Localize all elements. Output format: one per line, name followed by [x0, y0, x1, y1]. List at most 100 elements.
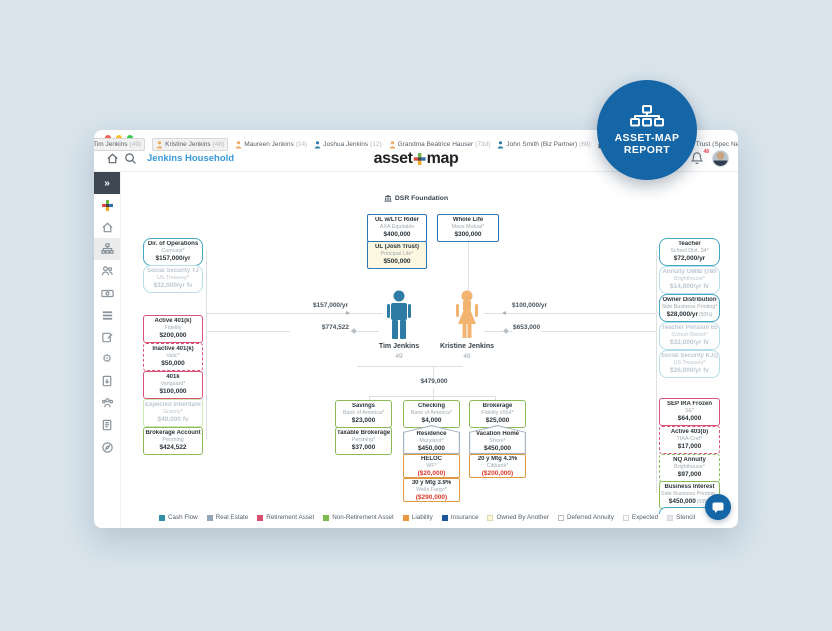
legend-label: Expected: [631, 514, 659, 521]
member-name: Grandma Beatrice Hauser: [397, 141, 474, 148]
member-tag-joshua[interactable]: Joshua Jenkins (12): [314, 140, 382, 149]
box-amount: $72,000/yr: [673, 254, 706, 262]
box-amount: $32,000/yr fv: [153, 281, 193, 289]
bell-icon[interactable]: 48: [690, 149, 709, 167]
insurance-box[interactable]: Whole Life Mass Mutual* $300,000: [437, 214, 499, 242]
retirement-asset-box-inactive[interactable]: Inactive 401(k) Valic* $50,000: [143, 343, 203, 371]
sidebar-add-button[interactable]: [94, 194, 120, 216]
member-tag-john-smith[interactable]: John Smith (Biz Partner) (69): [497, 140, 591, 149]
box-title: 30 y Mtg 3.9%: [411, 480, 452, 486]
legend-item: Liability: [402, 514, 433, 521]
sidebar-team-button[interactable]: [94, 392, 120, 414]
liability-box[interactable]: 30 y Mtg 3.9% Wells Fargo* ($290,000): [403, 478, 460, 502]
box-subtitle: AXA Equitable: [379, 224, 415, 230]
sidebar-export-button[interactable]: [94, 370, 120, 392]
legend-swatch: [323, 514, 330, 521]
cashflow-box-future[interactable]: Social Security TJ US Treasury* $32,000/yr…: [143, 265, 203, 293]
retirement-asset-box-active[interactable]: Active 403(b) TIAA-Cref* $17,000: [659, 426, 720, 454]
sidebar-settings-button[interactable]: ⚙: [94, 348, 120, 370]
sidebar-home-button[interactable]: [94, 216, 120, 238]
sidebar-expand-button[interactable]: »: [94, 172, 120, 194]
deferred-annuity-box[interactable]: NQ Annuity Brighthouse* $97,000: [659, 454, 720, 482]
member-tag-maureen[interactable]: Maureen Jenkins (14): [235, 140, 307, 149]
member-age: (69): [579, 141, 591, 148]
insurance-box-owned-by-another[interactable]: UL (Josh Trust) Principal Life* $500,000: [367, 241, 427, 269]
legend-item: Insurance: [441, 514, 479, 521]
person-figure-male[interactable]: [380, 290, 418, 340]
box-amount: $26,000/yr fv: [669, 366, 710, 374]
box-title: HELOC: [421, 456, 442, 462]
search-icon[interactable]: [121, 150, 139, 168]
box-title: Business Interest: [664, 484, 715, 490]
left-net-label: $774,522: [290, 324, 350, 332]
non-retirement-asset-box[interactable]: Brokerage Account Pershing $424,522: [143, 427, 203, 455]
legend-swatch: [257, 514, 264, 521]
household-title[interactable]: Jenkins Household: [147, 153, 235, 164]
compass-icon: [101, 441, 113, 453]
legend-label: Insurance: [450, 514, 479, 521]
box-subtitle: Vanguard*: [160, 381, 186, 387]
box-title: SEP IRA Frozen: [666, 401, 712, 407]
non-retirement-asset-box[interactable]: Checking Bank of America* $4,000: [403, 400, 460, 428]
sidebar-assetmap-button[interactable]: [94, 238, 120, 260]
avatar[interactable]: [712, 150, 729, 167]
entity-dsr-foundation[interactable]: DSR Foundation: [94, 194, 738, 202]
cashflow-box[interactable]: Dir. of Operations Comcast* $157,000/yr: [143, 238, 203, 266]
box-title: Teacher Pension 65: [661, 325, 718, 331]
group-icon: [101, 397, 113, 407]
cashflow-box-future[interactable]: Annuity GMIB @80 Brighthouse* $14,000/yr f…: [659, 266, 720, 294]
cashflow-box[interactable]: Owner Distribution Side Business Printing…: [659, 294, 720, 322]
legend-swatch: [622, 514, 629, 521]
retirement-asset-box[interactable]: 401k Vanguard* $100,000: [143, 371, 203, 399]
expected-asset-box[interactable]: Expected Inheritance Granny* $40,000 fv: [143, 399, 203, 427]
sidebar-cashflow-button[interactable]: [94, 282, 120, 304]
box-title: UL w/LTC Rider: [374, 217, 420, 223]
person-figure-female[interactable]: [448, 290, 486, 340]
box-subtitle: Side Business Printing*: [661, 304, 718, 310]
box-title: NQ Annuity: [673, 457, 706, 463]
member-tag-grandma[interactable]: Grandma Beatrice Hauser (73d): [389, 140, 490, 149]
right-income-label: $100,000/yr: [512, 302, 548, 309]
legend-item: Real Estate: [206, 514, 248, 521]
member-age: (48): [212, 141, 225, 148]
box-subtitle: Principal Life*: [380, 251, 414, 257]
sidebar-reports-button[interactable]: [94, 414, 120, 436]
org-chart-icon: [100, 242, 114, 254]
box-amount: $4,000: [421, 416, 442, 424]
real-estate-box[interactable]: Vacation Home Shore* $450,000: [469, 425, 526, 454]
non-retirement-asset-box[interactable]: Taxable Brokerage Pershing* $37,000: [335, 427, 392, 455]
member-age: (12): [370, 141, 382, 148]
sidebar-ledger-button[interactable]: [94, 304, 120, 326]
cashflow-box[interactable]: Teacher School Dist. 34* $72,000/yr: [659, 238, 720, 266]
real-estate-box[interactable]: Residence Maryland* $450,000: [403, 425, 460, 454]
badge-line2: REPORT: [623, 143, 671, 156]
insurance-box[interactable]: UL w/LTC Rider AXA Equitable $400,000: [367, 214, 427, 242]
right-connector-line: [656, 250, 657, 493]
home-icon[interactable]: [103, 150, 121, 168]
sidebar-relationships-button[interactable]: [94, 260, 120, 282]
member-tag-kristine[interactable]: Kristine Jenkins (48): [152, 138, 229, 151]
sidebar-notes-button[interactable]: [94, 326, 120, 348]
left-sidebar: » ⚙: [94, 172, 121, 528]
right-net-label: $653,000: [512, 324, 542, 332]
cashflow-box-future[interactable]: Social Security KJ@68US Treasury*$26,000…: [659, 350, 720, 378]
box-subtitle: Fidelity: [164, 325, 182, 331]
box-title: Residence: [416, 431, 447, 437]
box-amount: $23,000: [351, 416, 376, 424]
member-tag-tim[interactable]: Tim Jenkins (49): [94, 138, 146, 151]
sidebar-discover-button[interactable]: [94, 436, 120, 458]
gear-icon: ⚙: [102, 352, 112, 365]
liability-box[interactable]: HELOC WF* ($20,000): [403, 454, 460, 478]
member-name: Joshua Trust (Spec Needs): [673, 141, 738, 148]
non-retirement-asset-box[interactable]: Brokerage Fidelity x554* $25,000: [469, 400, 526, 428]
chat-bubble-icon: [712, 502, 724, 513]
non-retirement-asset-box[interactable]: Savings Bank of America* $23,000: [335, 400, 392, 428]
cashflow-box-future[interactable]: Teacher Pension 65 School District* $32,00…: [659, 322, 720, 350]
chat-button[interactable]: [705, 494, 731, 520]
retirement-asset-box[interactable]: Active 401(k) Fidelity $200,000: [143, 315, 203, 343]
box-subtitle: Valic*: [166, 353, 180, 359]
box-amount: ($290,000): [415, 493, 448, 501]
liability-box[interactable]: 20 y Mtg 4.3% Citibank* ($200,000): [469, 454, 526, 478]
retirement-asset-box[interactable]: SEP IRA Frozen SE* $64,000: [659, 398, 720, 426]
box-amount: $157,000/yr: [155, 254, 191, 262]
